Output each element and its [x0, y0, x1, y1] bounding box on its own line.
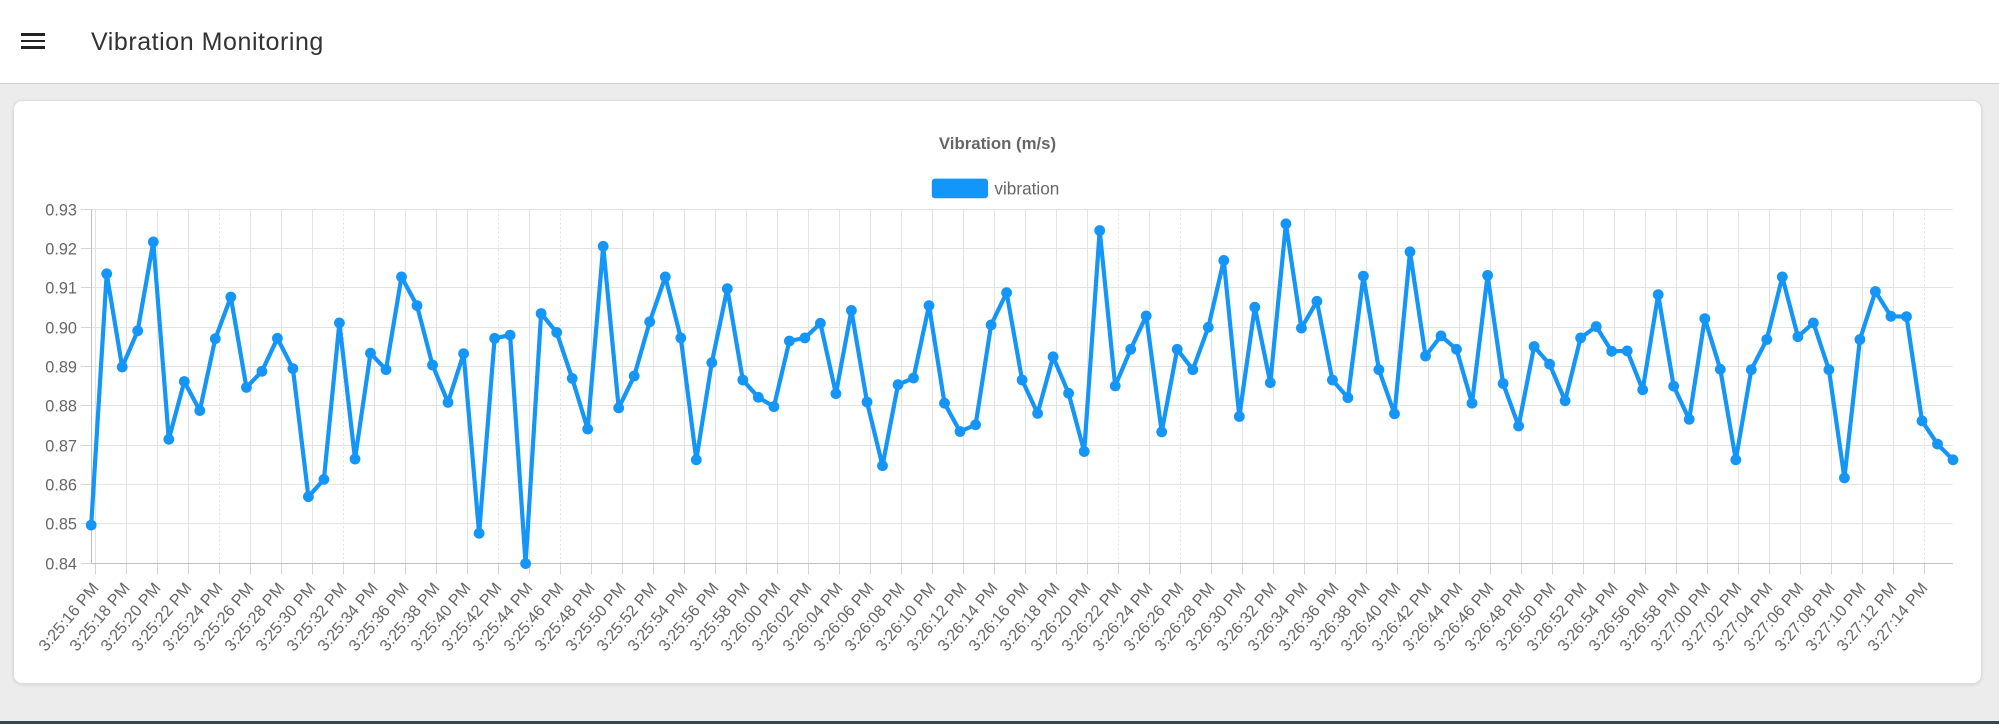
svg-text:0.84: 0.84: [45, 555, 77, 573]
svg-text:0.87: 0.87: [45, 437, 77, 455]
svg-text:0.91: 0.91: [45, 279, 77, 297]
svg-text:0.93: 0.93: [45, 201, 77, 219]
svg-text:0.86: 0.86: [45, 476, 77, 494]
svg-text:0.88: 0.88: [45, 397, 77, 415]
svg-text:vibration: vibration: [994, 178, 1059, 198]
svg-text:Vibration (m/s): Vibration (m/s): [939, 134, 1056, 153]
svg-text:0.90: 0.90: [45, 319, 77, 337]
svg-text:0.92: 0.92: [45, 240, 77, 258]
svg-text:0.85: 0.85: [45, 515, 77, 533]
svg-text:0.89: 0.89: [45, 358, 77, 376]
